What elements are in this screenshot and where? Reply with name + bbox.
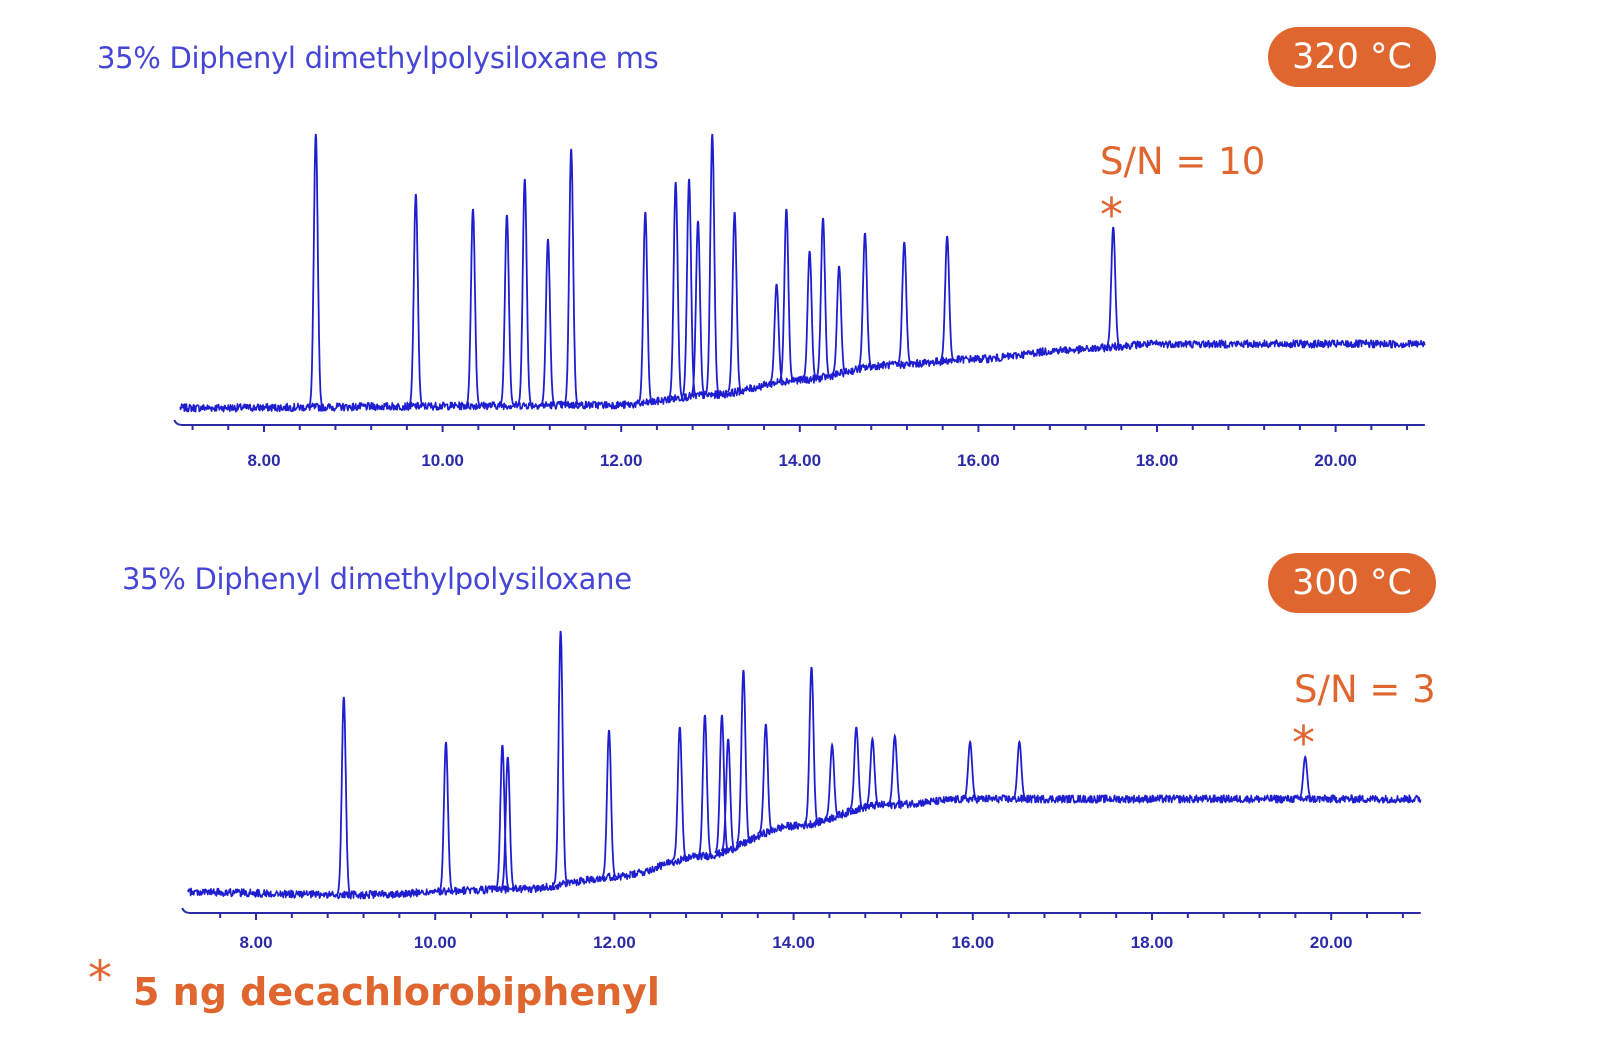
x-tick-label: 18.00: [1136, 451, 1179, 470]
footnote-text: 5 ng decachlorobiphenyl: [133, 970, 660, 1014]
chromatogram-peak: [552, 630, 569, 886]
chromatogram-peak: [939, 235, 955, 362]
sn-annotation-bottom: S/N = 3: [1294, 668, 1436, 711]
chromatogram-peak: [726, 211, 743, 393]
chromatogram-peak: [815, 217, 831, 379]
chromatogram-peak: [896, 241, 912, 366]
chromatogram-peak: [1298, 754, 1313, 800]
baseline-trace: [187, 794, 1422, 900]
x-axis-line: [173, 419, 1425, 426]
chromatogram-peak: [803, 666, 820, 825]
asterisk-marker-bottom: *: [1292, 716, 1315, 770]
chromatogram-peak: [690, 220, 706, 397]
chromatogram-peak: [704, 133, 721, 396]
x-tick-label: 8.00: [247, 451, 280, 470]
chromatogram-peak: [563, 148, 579, 406]
chromatogram-peak: [308, 133, 324, 408]
chromatogram-peak: [494, 744, 511, 890]
chromatogram-peak: [1105, 226, 1121, 348]
chromatogram-peak: [735, 669, 752, 845]
chromatogram-peak: [500, 756, 516, 890]
chromatogram-peak: [517, 178, 533, 406]
chromatogram-peak: [758, 723, 774, 834]
chromatogram-peak: [857, 232, 873, 369]
chromatogram-peak: [540, 238, 556, 406]
chart-title-bottom: 35% Diphenyl dimethylpolysiloxane: [122, 562, 632, 596]
chromatogram-peak: [465, 208, 481, 407]
chromatogram-peak: [778, 208, 794, 382]
footnote-asterisk: *: [88, 951, 112, 1007]
chromatogram-peak: [601, 729, 617, 878]
x-tick-label: 10.00: [414, 933, 457, 952]
x-tick-label: 20.00: [1314, 451, 1357, 470]
chart-title-top: 35% Diphenyl dimethylpolysiloxane ms: [97, 41, 659, 75]
chromatogram-peak: [1012, 739, 1027, 800]
chromatogram-peak: [962, 739, 978, 800]
chromatogram-peak: [831, 265, 847, 375]
chromatogram-peak: [802, 250, 818, 381]
temperature-badge-top: 320 °C: [1268, 27, 1436, 87]
baseline-trace: [179, 339, 1426, 413]
sn-annotation-top: S/N = 10: [1100, 140, 1266, 183]
x-tick-label: 12.00: [600, 451, 643, 470]
chromatogram-peak: [336, 696, 352, 896]
x-tick-label: 20.00: [1310, 933, 1353, 952]
chromatogram-peak: [887, 733, 903, 806]
x-tick-label: 8.00: [239, 933, 272, 952]
chromatogram-peak: [637, 211, 654, 404]
x-tick-label: 16.00: [957, 451, 1000, 470]
chromatogram-peak: [697, 714, 713, 857]
chromatogram-peak: [667, 181, 684, 399]
temperature-badge-bottom: 300 °C: [1268, 553, 1436, 613]
chromatogram-peak: [720, 738, 736, 852]
chromatogram-peak: [865, 736, 880, 807]
chromatogram-peak: [824, 741, 840, 819]
chromatogram-peak: [438, 741, 454, 893]
x-tick-label: 14.00: [779, 451, 822, 470]
x-tick-label: 14.00: [772, 933, 815, 952]
chromatogram-peak: [714, 714, 730, 854]
x-axis-line: [181, 907, 1421, 914]
x-tick-label: 10.00: [421, 451, 464, 470]
x-tick-label: 18.00: [1131, 933, 1174, 952]
x-tick-label: 16.00: [952, 933, 995, 952]
x-tick-label: 12.00: [593, 933, 636, 952]
asterisk-marker-top: *: [1100, 188, 1123, 242]
chromatogram-peak: [408, 193, 424, 407]
chromatogram-peak: [848, 726, 864, 811]
chromatogram-peak: [499, 214, 515, 406]
chromatogram-peak: [672, 726, 688, 861]
